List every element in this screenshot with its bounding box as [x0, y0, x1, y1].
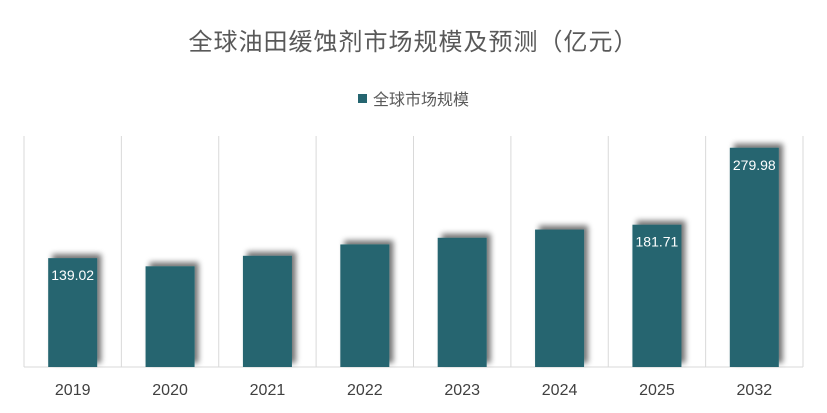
- legend-swatch: [357, 93, 367, 103]
- x-tick-label-2032: 2032: [737, 382, 773, 399]
- x-tick-label-2020: 2020: [152, 382, 188, 399]
- bar-2024: [535, 229, 585, 367]
- bar-2023: [437, 237, 487, 367]
- bar-2022: [340, 244, 390, 367]
- x-tick-label-2025: 2025: [639, 382, 675, 399]
- x-tick-label-2023: 2023: [444, 382, 480, 399]
- bar-2032: [729, 147, 779, 367]
- x-tick-label-2022: 2022: [347, 382, 383, 399]
- chart-title: 全球油田缓蚀剂市场规模及预测（亿元）: [188, 28, 639, 56]
- bar-2025: [632, 224, 682, 367]
- x-tick-label-2024: 2024: [542, 382, 578, 399]
- bar-2020: [145, 266, 195, 367]
- data-label-2025: 181.71: [636, 234, 679, 250]
- data-label-2032: 279.98: [733, 157, 776, 173]
- x-tick-label-2021: 2021: [250, 382, 286, 399]
- bar-2019: [48, 258, 98, 367]
- x-tick-label-2019: 2019: [55, 382, 91, 399]
- legend: 全球市场规模: [0, 86, 827, 110]
- data-label-2019: 139.02: [51, 267, 94, 283]
- legend-label: 全球市场规模: [372, 90, 469, 109]
- bar-2021: [242, 255, 292, 367]
